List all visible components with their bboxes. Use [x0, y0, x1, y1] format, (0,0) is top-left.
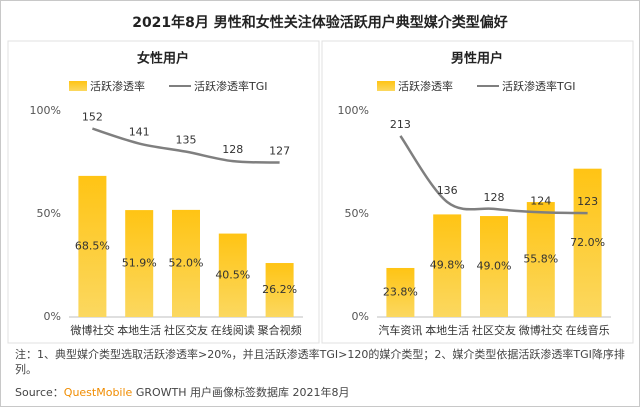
bar — [218, 233, 247, 317]
tgi-line — [92, 127, 280, 164]
tgi-label: 127 — [269, 145, 290, 158]
tgi-label: 141 — [129, 126, 150, 139]
y-tick-label: 100% — [30, 104, 61, 117]
panel-frame — [321, 40, 634, 344]
source-text: GROWTH 用户画像标签数据库 2021年8月 — [135, 386, 350, 399]
tgi-label: 128 — [484, 191, 505, 204]
tgi-label: 135 — [176, 134, 197, 147]
bar — [480, 216, 508, 317]
legend-label: 活跃渗透率TGI — [502, 79, 576, 93]
tgi-label: 124 — [530, 194, 551, 207]
bar-value-label: 49.8% — [430, 259, 465, 272]
y-tick-label: 100% — [338, 104, 369, 117]
x-tick-label: 本地生活 — [425, 323, 469, 337]
legend-label: 活跃渗透率TGI — [194, 79, 268, 93]
panel-title: 女性用户 — [137, 51, 189, 67]
legend-label: 活跃渗透率 — [90, 79, 145, 93]
y-tick-label: 0% — [44, 310, 61, 323]
title: 2021年8月 男性和女性关注体验活跃用户典型媒介类型偏好 — [132, 14, 508, 31]
bar-value-label: 72.0% — [570, 236, 605, 249]
bar — [172, 209, 200, 317]
bar-value-label: 49.0% — [477, 260, 512, 273]
x-tick-label: 聚合视频 — [258, 323, 302, 337]
tgi-line — [399, 135, 588, 215]
tgi-label: 152 — [82, 111, 103, 124]
x-tick-label: 社区交友 — [164, 323, 208, 337]
bar — [386, 267, 415, 317]
note: 注：1、典型媒介类型选取活跃渗透率>20%，并且活跃渗透率TGI>120的媒介类… — [15, 348, 625, 376]
x-tick-label: 汽车资讯 — [378, 323, 422, 337]
x-tick-label: 在线阅读 — [211, 323, 255, 337]
bar-value-label: 40.5% — [215, 268, 250, 281]
bar-value-label: 51.9% — [122, 257, 157, 270]
bar — [433, 214, 462, 317]
bar — [526, 202, 555, 317]
bar-value-label: 68.5% — [75, 239, 110, 252]
source-label: Source： — [15, 386, 64, 399]
tgi-label: 123 — [577, 195, 598, 208]
x-tick-label: 本地生活 — [117, 323, 161, 337]
bar — [125, 210, 154, 317]
legend-swatch — [69, 81, 87, 91]
bar — [78, 175, 107, 317]
x-tick-label: 微博社交 — [70, 323, 114, 337]
tgi-label: 128 — [222, 143, 243, 156]
panel-title: 男性用户 — [451, 51, 503, 67]
legend-label: 活跃渗透率 — [398, 79, 453, 93]
bar-value-label: 55.8% — [523, 253, 558, 266]
source-brand: QuestMobile — [63, 386, 133, 399]
x-tick-label: 社区交友 — [472, 323, 516, 337]
bar-value-label: 26.2% — [262, 283, 297, 296]
y-tick-label: 50% — [37, 207, 61, 220]
tgi-label: 136 — [437, 184, 458, 197]
bar — [573, 168, 602, 317]
x-tick-label: 微博社交 — [519, 323, 563, 337]
y-tick-label: 50% — [345, 207, 369, 220]
y-tick-label: 0% — [352, 310, 369, 323]
bar-value-label: 23.8% — [383, 285, 418, 298]
tgi-label: 213 — [390, 118, 411, 131]
source: Source：QuestMobile GROWTH 用户画像标签数据库 2021… — [15, 384, 350, 400]
bar — [265, 263, 294, 317]
panel-frame — [7, 40, 320, 344]
legend-swatch — [377, 81, 395, 91]
bar-value-label: 52.0% — [169, 256, 204, 269]
x-tick-label: 在线音乐 — [566, 323, 610, 337]
